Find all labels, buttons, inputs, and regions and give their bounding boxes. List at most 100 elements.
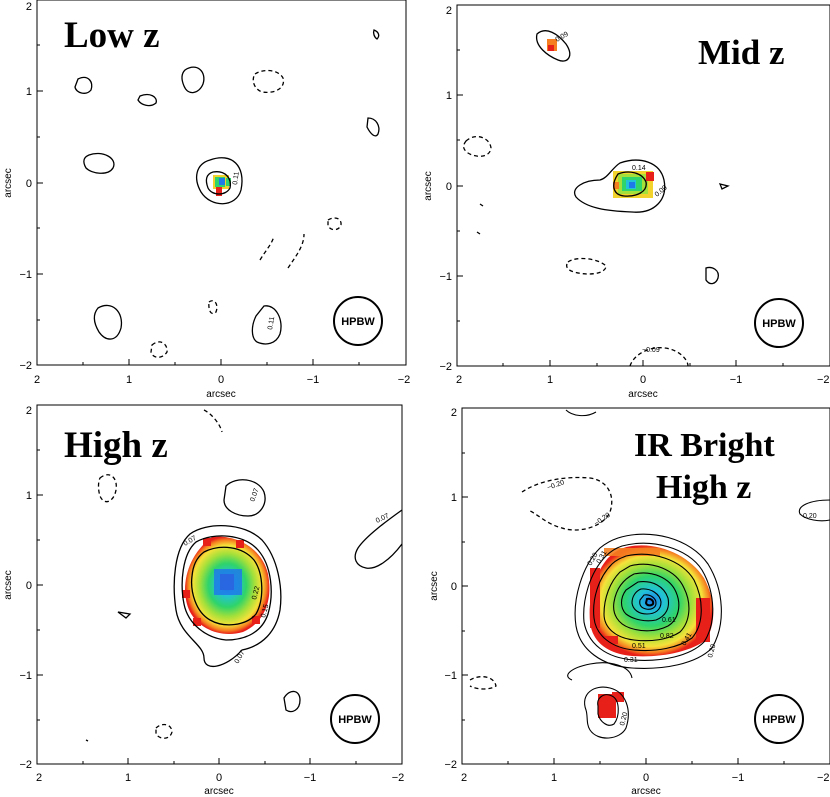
y-tick-label: 1 bbox=[26, 86, 32, 98]
contour-label: 0.22 bbox=[251, 585, 261, 600]
contour-label: 0.31 bbox=[624, 657, 638, 664]
x-tick-label: −1 bbox=[304, 772, 317, 784]
y-tick-label: −2 bbox=[439, 361, 452, 373]
svg-text:HPBW: HPBW bbox=[762, 714, 796, 726]
panel-ir-bright-high-z: −0.20 −0.20 0.20 0.20 0.31 0.51 0.61 0.4… bbox=[429, 407, 830, 797]
y-tick-label: 2 bbox=[26, 1, 32, 13]
svg-text:HPBW: HPBW bbox=[762, 318, 796, 330]
panel-title: IR Bright bbox=[634, 427, 775, 464]
contour-label: −0.09 bbox=[642, 347, 660, 354]
y-axis-label: arcsec bbox=[429, 571, 440, 600]
panel-title: Low z bbox=[64, 15, 160, 56]
contour-label: 0.09 bbox=[555, 31, 570, 44]
contour-label: 0.07 bbox=[375, 513, 390, 525]
contour-label: 0.20 bbox=[619, 711, 629, 726]
y-tick-label: −1 bbox=[19, 670, 32, 682]
axis-ticks bbox=[36, 404, 403, 765]
svg-text:HPBW: HPBW bbox=[338, 714, 372, 726]
contours bbox=[476, 30, 730, 285]
emission-map bbox=[182, 536, 270, 634]
negative-contours bbox=[97, 409, 223, 739]
x-tick-label: 1 bbox=[126, 374, 132, 386]
negative-contours bbox=[462, 135, 689, 367]
y-tick-label: 0 bbox=[446, 181, 452, 193]
beam-indicator: HPBW bbox=[330, 694, 380, 744]
panel-title: High z bbox=[64, 425, 168, 466]
panel-high-z: 0.07 0.07 0.07 0.22 0.15 0.07 High z HPB… bbox=[3, 404, 405, 797]
contour-label: 0.20 bbox=[803, 513, 817, 520]
x-tick-label: −2 bbox=[398, 374, 411, 386]
contour-label: 0.20 bbox=[707, 643, 717, 658]
panel-low-z: 0.11 0.11 Low z HPBW −2 −1 0 1 2 2 1 0 −… bbox=[3, 0, 410, 400]
x-tick-label: 2 bbox=[34, 374, 40, 386]
y-tick-label: −2 bbox=[19, 759, 32, 771]
negative-contours bbox=[469, 476, 613, 690]
panel-title: Mid z bbox=[698, 33, 785, 72]
contour-label: 0.11 bbox=[267, 316, 276, 330]
contour-label: 0.61 bbox=[662, 617, 676, 624]
y-tick-label: −2 bbox=[19, 360, 32, 372]
contour-label: 0.07 bbox=[234, 650, 247, 665]
x-tick-label: −2 bbox=[817, 772, 830, 784]
x-axis-label: arcsec bbox=[628, 389, 657, 400]
contours bbox=[85, 479, 403, 742]
contour-label: 0.11 bbox=[232, 171, 241, 185]
contour-label: 0.82 bbox=[660, 633, 674, 640]
x-tick-label: −2 bbox=[392, 772, 405, 784]
axis-ticks bbox=[456, 4, 784, 367]
y-tick-label: 0 bbox=[451, 581, 457, 593]
y-tick-label: −1 bbox=[444, 670, 457, 682]
axis-ticks bbox=[461, 407, 785, 765]
x-tick-label: 2 bbox=[36, 772, 42, 784]
x-axis-label: arcsec bbox=[631, 786, 660, 797]
y-tick-label: 0 bbox=[26, 580, 32, 592]
y-tick-label: 2 bbox=[446, 5, 452, 17]
panel-title: High z bbox=[656, 469, 751, 506]
x-tick-label: −1 bbox=[730, 374, 743, 386]
contours bbox=[565, 409, 830, 739]
beam-indicator: HPBW bbox=[754, 694, 804, 744]
contour-label: −0.20 bbox=[593, 512, 612, 528]
beam-indicator: HPBW bbox=[754, 298, 804, 348]
x-tick-label: 0 bbox=[643, 772, 649, 784]
y-tick-label: −1 bbox=[19, 269, 32, 281]
panel-mid-z: 0.09 0.14 0.09 −0.09 Mid z HPBW −2 −1 0 … bbox=[423, 4, 830, 400]
x-tick-label: 2 bbox=[456, 374, 462, 386]
emission-map bbox=[589, 545, 714, 718]
x-tick-label: 1 bbox=[551, 772, 557, 784]
x-tick-label: 1 bbox=[547, 374, 553, 386]
y-tick-label: −1 bbox=[439, 271, 452, 283]
y-axis-label: arcsec bbox=[3, 570, 14, 599]
x-tick-label: 1 bbox=[125, 772, 131, 784]
y-tick-label: 1 bbox=[451, 492, 457, 504]
contour-label: 0.09 bbox=[654, 184, 669, 198]
x-tick-label: −2 bbox=[817, 374, 830, 386]
x-tick-label: 0 bbox=[216, 772, 222, 784]
y-tick-label: 1 bbox=[446, 90, 452, 102]
y-tick-label: 1 bbox=[26, 490, 32, 502]
emission-map bbox=[547, 39, 654, 198]
beam-indicator: HPBW bbox=[333, 296, 383, 346]
y-tick-label: 2 bbox=[451, 407, 457, 419]
contour-label: 0.14 bbox=[632, 165, 646, 172]
y-axis-label: arcsec bbox=[3, 168, 14, 197]
contour-label: 0.51 bbox=[632, 643, 646, 650]
y-tick-label: 2 bbox=[26, 405, 32, 417]
contour-label: 0.15 bbox=[260, 603, 270, 618]
contour-label: 0.07 bbox=[249, 487, 260, 502]
y-axis-label: arcsec bbox=[423, 171, 434, 200]
x-tick-label: 0 bbox=[218, 374, 224, 386]
contours bbox=[74, 29, 380, 345]
y-tick-label: −2 bbox=[444, 759, 457, 771]
axis-ticks bbox=[36, 0, 407, 366]
x-tick-label: −1 bbox=[307, 374, 320, 386]
negative-contours bbox=[150, 69, 342, 358]
emission-map bbox=[213, 175, 231, 196]
contour-label: 0.07 bbox=[183, 535, 198, 548]
y-tick-label: 0 bbox=[26, 178, 32, 190]
svg-text:HPBW: HPBW bbox=[341, 316, 375, 328]
x-tick-label: 0 bbox=[640, 374, 646, 386]
x-axis-label: arcsec bbox=[204, 786, 233, 797]
x-axis-label: arcsec bbox=[206, 389, 235, 400]
